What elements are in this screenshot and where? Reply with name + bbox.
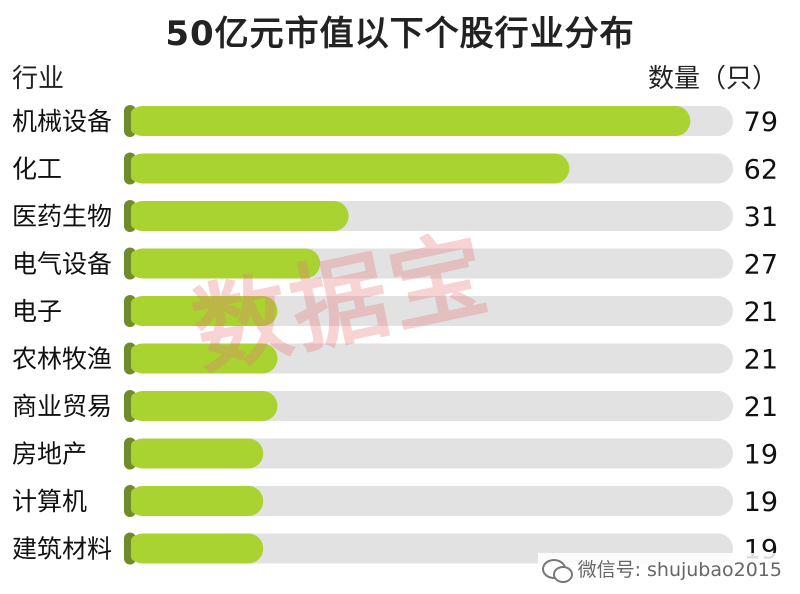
bar-track: [128, 486, 733, 516]
bar-track: [128, 343, 733, 374]
bar-cap-inner: [131, 203, 141, 229]
category-label: 机械设备: [12, 107, 112, 136]
bar-track: [128, 296, 733, 326]
footer-text: 微信号: shujubao2015: [577, 559, 782, 581]
value-label: 21: [744, 392, 778, 423]
bar: [128, 153, 570, 184]
bar-cap-inner: [131, 345, 141, 372]
value-label: 31: [744, 202, 778, 233]
bar: [128, 106, 691, 136]
bar: [128, 296, 278, 326]
value-label: 19: [744, 487, 778, 518]
bar-track: [128, 438, 733, 469]
bar: [128, 486, 264, 516]
value-label: 27: [744, 250, 778, 281]
bar-track: [128, 391, 733, 421]
category-label: 建筑材料: [12, 535, 112, 564]
bar-cap-inner: [131, 393, 141, 419]
bar: [128, 248, 321, 279]
chart-title: 50亿元市值以下个股行业分布: [165, 14, 635, 54]
category-header: 行业: [12, 64, 65, 94]
category-label: 计算机: [12, 487, 87, 516]
value-header: 数量（只）: [647, 64, 778, 94]
value-label: 19: [744, 440, 778, 471]
value-label: 21: [744, 345, 778, 376]
bar-cap-inner: [131, 155, 141, 182]
bar: [128, 201, 349, 231]
bar-cap-inner: [131, 440, 141, 467]
category-label: 电子: [12, 297, 62, 326]
category-label: 房地产: [12, 440, 87, 469]
value-label: 62: [744, 155, 778, 186]
wechat-icon: [541, 557, 573, 583]
bar-cap-inner: [131, 108, 141, 134]
bar: [128, 391, 278, 421]
bar-cap-inner: [131, 250, 141, 277]
bar-cap-inner: [131, 488, 141, 514]
footer: 微信号: shujubao2015: [537, 553, 786, 584]
bar-cap-inner: [131, 535, 141, 562]
category-label: 医药生物: [12, 202, 112, 231]
category-label: 电气设备: [12, 250, 112, 279]
value-label: 21: [744, 297, 778, 328]
value-label: 79: [744, 107, 778, 138]
bar: [128, 533, 264, 564]
category-label: 化工: [12, 155, 62, 184]
bar: [128, 438, 264, 469]
bar-cap-inner: [131, 298, 141, 324]
category-label: 商业贸易: [12, 392, 112, 421]
bar: [128, 343, 278, 374]
category-label: 农林牧渔: [12, 345, 112, 374]
